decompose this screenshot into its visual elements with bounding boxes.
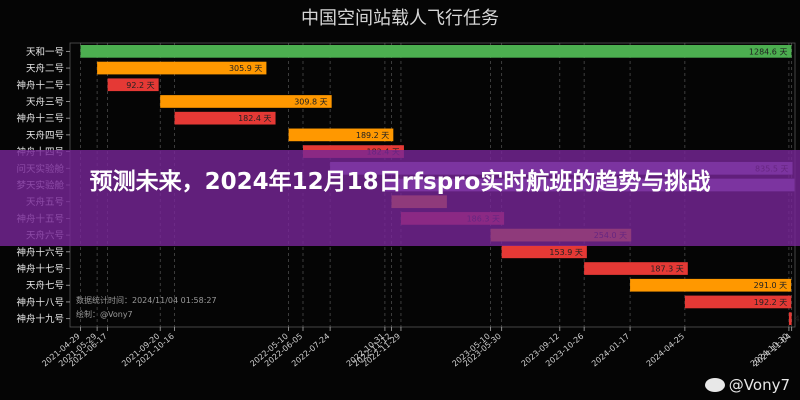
y-label-4: 神舟十三号 xyxy=(16,113,64,125)
y-label-2: 神舟十二号 xyxy=(16,79,64,91)
bar-0 xyxy=(80,45,792,58)
bar-3 xyxy=(160,95,332,108)
author-watermark: @Vony7 xyxy=(704,376,790,394)
bar-2 xyxy=(107,78,159,92)
y-label-15: 神舟十八号 xyxy=(16,296,64,308)
x-tick-label-18: 2024-11-04 xyxy=(752,332,793,369)
x-tick-label-15: 2024-01-17 xyxy=(590,332,631,369)
bar-label-3: 309.8 天 xyxy=(294,97,327,106)
y-label-14: 天舟七号 xyxy=(26,280,64,292)
author-watermark-text: @Vony7 xyxy=(728,376,790,394)
x-tick-label-16: 2024-04-25 xyxy=(645,332,686,369)
weibo-logo-icon xyxy=(704,378,725,392)
y-label-5: 天舟四号 xyxy=(26,129,64,141)
bar-label-15: 192.2 天 xyxy=(754,298,787,307)
bar-16 xyxy=(788,312,792,325)
bar-4 xyxy=(174,111,276,125)
bar-label-16: 4.9 天 xyxy=(795,315,800,324)
bar-12 xyxy=(501,245,587,259)
y-label-12: 神舟十六号 xyxy=(16,246,64,258)
bar-15 xyxy=(684,295,792,309)
bar-5 xyxy=(288,128,394,142)
headline-banner: 预测未来，2024年12月18日rfspro实时航班的趋势与挑战 xyxy=(0,150,800,246)
y-label-16: 神舟十九号 xyxy=(16,313,64,325)
bar-label-1: 305.9 天 xyxy=(229,64,262,73)
bar-label-4: 182.4 天 xyxy=(238,114,271,123)
bar-label-0: 1284.6 天 xyxy=(749,47,788,56)
chart-title: 中国空间站载人飞行任务 xyxy=(301,8,499,29)
bar-label-13: 187.3 天 xyxy=(650,265,683,274)
bar-label-5: 189.2 天 xyxy=(356,131,389,140)
y-label-0: 天和一号 xyxy=(26,47,64,58)
bar-label-2: 92.2 天 xyxy=(126,81,154,90)
stats-time-text: 数据统计时间：2024/11/04 01:58:27 xyxy=(76,295,217,305)
bar-1 xyxy=(97,61,267,75)
author-credit-text: 绘制：@Vony7 xyxy=(76,309,133,319)
bar-13 xyxy=(584,262,688,275)
bar-label-14: 291.0 天 xyxy=(754,281,787,290)
y-label-1: 天舟二号 xyxy=(26,63,64,75)
y-label-13: 神舟十七号 xyxy=(16,263,64,275)
y-label-3: 天舟三号 xyxy=(26,96,64,108)
bar-14 xyxy=(630,278,792,292)
headline-title: 预测未来，2024年12月18日rfspro实时航班的趋势与挑战 xyxy=(89,169,711,195)
bar-label-12: 153.9 天 xyxy=(549,248,582,257)
